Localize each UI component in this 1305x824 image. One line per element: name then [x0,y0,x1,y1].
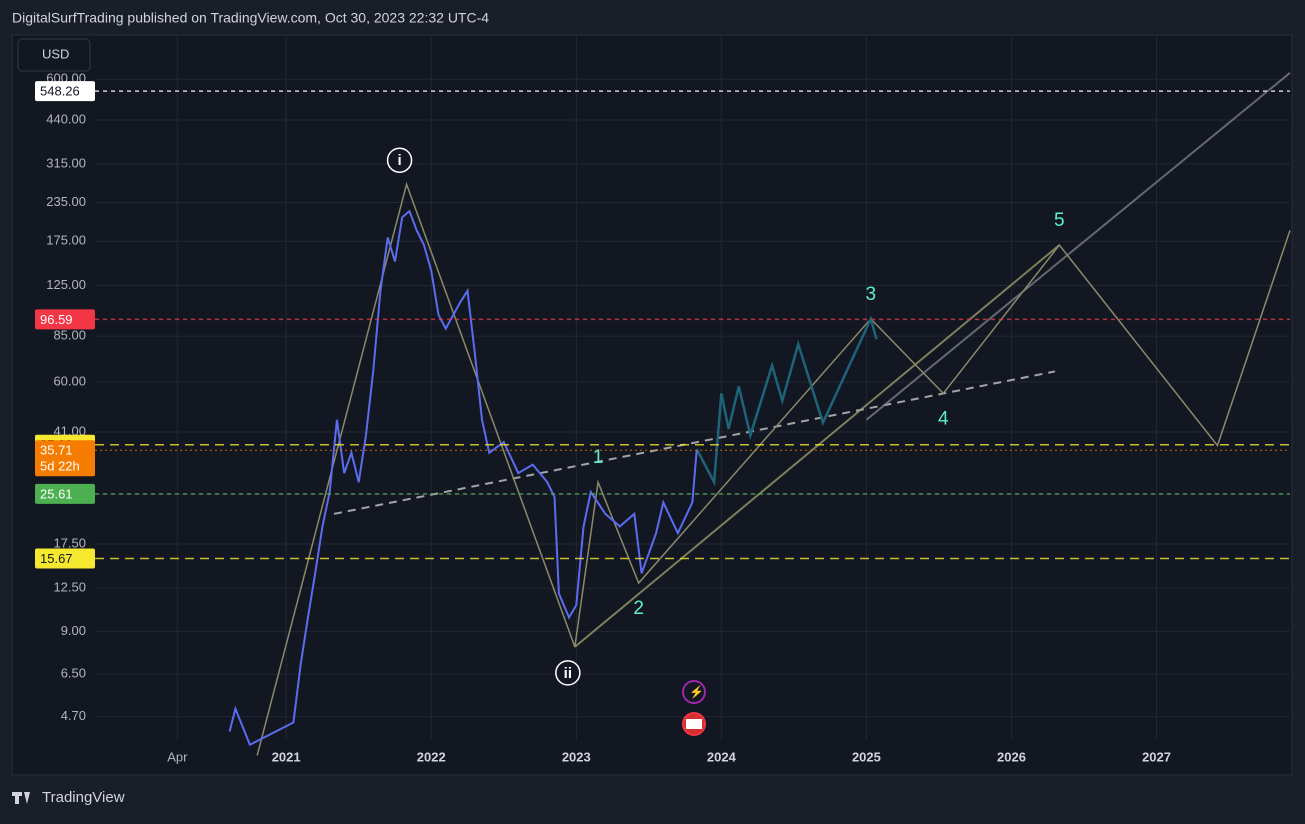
currency: USD [42,46,69,61]
x-tick-label: Apr [167,749,188,764]
price-label-box [35,81,95,102]
countdown: 5d 22h [40,459,80,474]
plot: Apr 2021 2022 2023 2024 2025 2026 2027600.00440… [35,35,1291,764]
wave-label-circle [386,147,413,173]
y-tick-label: 125.00 [46,277,86,292]
event-icon-glyph: ⚡ [689,685,704,699]
price-label: 15.67 [40,551,73,566]
brand: TradingView [42,789,125,806]
trendline [865,72,1291,421]
y-tick-label: 4.70 [61,708,86,723]
projection-path [695,315,878,487]
wave-label: i [397,152,401,169]
price-label-box [35,548,95,569]
wave-path [256,181,1291,756]
y-tick-label: 6.50 [61,666,86,681]
wave-label: 1 [593,447,604,468]
x-tick-label: 2026 [997,749,1026,764]
y-tick-label: 9.00 [61,623,86,638]
price-label: 35.71 [40,443,73,458]
price-label-box [35,440,95,477]
y-tick-label: 440.00 [46,111,86,126]
brand-logo [12,792,30,804]
y-tick-label: 315.00 [46,155,86,170]
trendline [333,370,1056,515]
y-tick-label: 175.00 [46,233,86,248]
y-tick-label: 17.50 [53,535,86,550]
wave-label: ii [564,665,572,682]
trendline [574,244,1060,648]
price-label-box [35,483,95,504]
chart-area [11,34,1293,776]
flag-body [686,719,702,729]
price-label-box [35,309,95,330]
price-label: 548.26 [40,84,80,99]
wave-label: 5 [1054,210,1065,231]
price-label: 25.61 [40,486,73,501]
x-tick-label: 2027 [1142,749,1171,764]
y-tick-label: 12.50 [53,580,86,595]
currency-box[interactable] [17,38,91,72]
wave-label: 2 [633,598,644,619]
wave-label: 3 [865,284,876,305]
y-tick-label: 85.00 [53,328,86,343]
x-tick-label: 2022 [417,749,446,764]
header: DigitalSurfTrading published on TradingV… [12,10,489,26]
event-icon[interactable] [682,680,706,704]
price-label: 96.59 [40,312,73,327]
price-line [228,209,698,747]
x-tick-label: 2023 [562,749,591,764]
x-tick-label: 2025 [852,749,881,764]
y-tick-label: 235.00 [46,194,86,209]
x-tick-label: 2021 [272,749,301,764]
x-tick-label: 2024 [707,749,737,764]
y-tick-label: 60.00 [53,373,86,388]
wave-label-circle [555,660,581,686]
wave-label: 4 [938,408,949,429]
